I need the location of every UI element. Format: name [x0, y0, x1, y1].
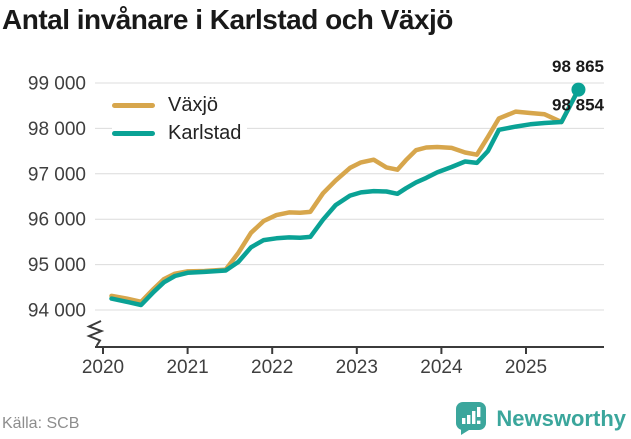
y-tick-label: 99 000	[28, 74, 86, 95]
x-tick-label: 2021	[166, 357, 208, 378]
y-tick-label: 95 000	[28, 255, 86, 276]
legend-label: Växjö	[168, 94, 219, 116]
x-axis-labels: 2020 2021 2022 2023 2024 2025	[82, 357, 547, 378]
legend-item-karlstad: Karlstad	[112, 122, 248, 144]
y-tick-label: 96 000	[28, 210, 86, 231]
x-axis-ticks	[102, 347, 527, 354]
x-tick-label: 2025	[505, 357, 547, 378]
legend-label: Karlstad	[168, 122, 242, 144]
end-value-label: 98 865	[552, 57, 604, 76]
x-tick-label: 2024	[420, 357, 463, 378]
legend-item-vxj: Växjö	[112, 94, 248, 116]
x-tick-label: 2023	[336, 357, 378, 378]
source-note: Källa: SCB	[2, 415, 80, 432]
y-tick-label: 97 000	[28, 164, 86, 185]
end-value-label: 98 854	[552, 96, 605, 115]
axis-break-squiggle-icon	[86, 320, 105, 347]
x-tick-label: 2020	[82, 357, 124, 378]
legend-swatch	[112, 130, 155, 136]
y-tick-label: 98 000	[28, 119, 86, 140]
newsworthy-branding: Newsworthy	[455, 401, 626, 436]
newsworthy-wordmark: Newsworthy	[496, 405, 626, 431]
y-tick-label: 94 000	[28, 301, 86, 322]
chart-title: Antal invånare i Karlstad och Växjö	[2, 4, 453, 35]
end-point-and-labels: 98 865 98 854	[552, 57, 605, 114]
latest-point-dot	[571, 82, 586, 97]
legend-swatch	[112, 102, 155, 108]
series-line-karlstad	[109, 87, 581, 308]
legend: Växjö Karlstad	[112, 94, 248, 144]
series-lines	[109, 86, 581, 308]
line-chart: 99 000 98 000 97 000 96 000 95 000 94 000 202…	[28, 57, 605, 378]
y-axis-labels: 99 000 98 000 97 000 96 000 95 000 94 000	[28, 74, 86, 322]
newsworthy-logo-icon	[456, 402, 487, 435]
x-tick-label: 2022	[251, 357, 293, 378]
